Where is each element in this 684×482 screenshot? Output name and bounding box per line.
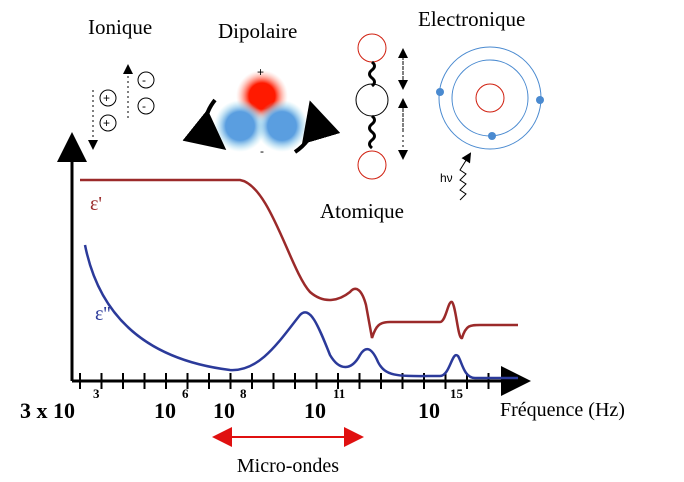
axis-title: Fréquence (Hz) [500, 399, 625, 421]
imaginary-label: ε'' [95, 303, 111, 325]
tick-base: 3 x 10 [20, 398, 75, 423]
electronic-icon [436, 46, 544, 201]
label-ionic: Ionique [88, 15, 152, 39]
dipolar-icon [182, 70, 341, 154]
ion-plus: + [103, 116, 110, 130]
tick-exponent: 15 [450, 386, 464, 401]
tick-base: 10 [213, 398, 235, 423]
tick-exponent: 3 [93, 386, 100, 401]
ion-minus: - [142, 73, 146, 87]
imaginary-curve [83, 244, 518, 380]
tick-exponent: 11 [333, 386, 345, 401]
ionic-icon [88, 64, 155, 150]
tick-exponent: 8 [240, 386, 247, 401]
x-tick-marks [79, 373, 490, 389]
photon-label: hν [440, 171, 453, 185]
real-curve [80, 178, 518, 340]
real-label: ε' [90, 193, 102, 215]
dipole-plus: + [257, 65, 264, 79]
tick-base: 10 [304, 398, 326, 423]
dipole-minus: - [260, 144, 264, 158]
label-dipolar: Dipolaire [218, 19, 297, 43]
label-atomic: Atomique [320, 199, 404, 223]
tick-base: 10 [418, 398, 440, 423]
ion-plus: + [103, 91, 110, 105]
band-label: Micro-ondes [237, 455, 339, 477]
ion-minus: - [142, 99, 146, 113]
atomic-icon [355, 33, 408, 180]
tick-exponent: 6 [182, 386, 189, 401]
tick-base: 10 [154, 398, 176, 423]
label-electronic: Electronique [418, 7, 525, 31]
